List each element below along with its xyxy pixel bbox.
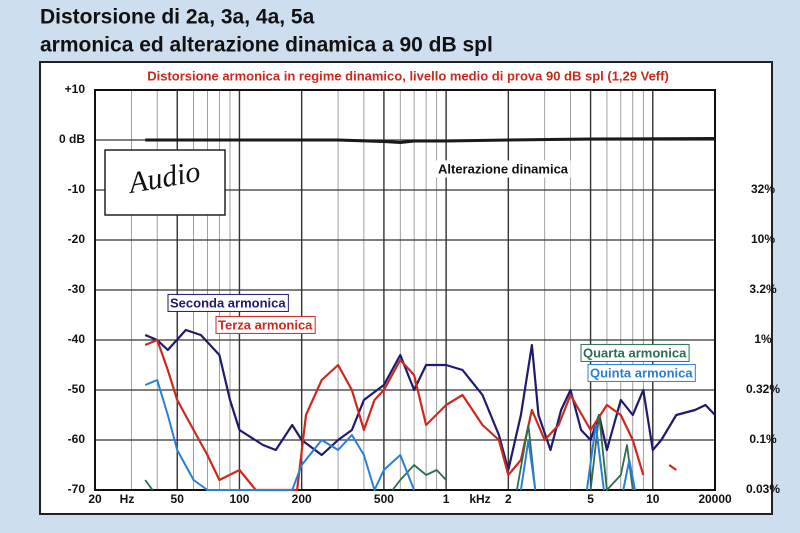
x-tick-label: 1 (443, 492, 450, 506)
series-label: Quarta armonica (580, 343, 690, 362)
y-tick-label: -20 (68, 232, 86, 246)
series-label: Terza armonica (215, 315, 316, 334)
series-label: Quinta armonica (587, 363, 696, 382)
series-label-bg (587, 363, 696, 382)
series-label-bg (215, 315, 316, 334)
series-label-text: Seconda armonica (170, 295, 286, 310)
logo-box (104, 149, 226, 216)
x-tick-label: 500 (374, 492, 394, 506)
x-tick-label: 2 (505, 492, 512, 506)
series-label: Alterazione dinamica (436, 160, 571, 178)
series-label-text: Quinta armonica (590, 365, 693, 380)
x-tick-label: 10 (646, 492, 660, 506)
y-tick-label: +10 (65, 82, 86, 96)
x-unit-label: Hz (120, 492, 135, 506)
series-line (144, 338, 677, 492)
x-tick-label: 200 (292, 492, 312, 506)
y2-tick-label: 0.1% (749, 432, 777, 446)
plot-frame (94, 89, 716, 491)
series-label-bg (436, 160, 571, 178)
y-tick-label: 0 dB (59, 132, 85, 146)
y-tick-label: -50 (68, 382, 86, 396)
logo: Audio (104, 149, 226, 216)
y-tick-label: -70 (68, 482, 86, 496)
chart-frame (39, 61, 773, 515)
y2-tick-label: 0.03% (746, 482, 780, 496)
x-tick-label: 20 (88, 492, 102, 506)
y2-tick-label: 3.2% (749, 282, 777, 296)
y-tick-label: -30 (68, 282, 86, 296)
series-label-text: Terza armonica (218, 317, 313, 332)
x-unit-label: kHz (469, 492, 490, 506)
series-label-text: Alterazione dinamica (438, 161, 569, 176)
subtitle: Distorsione armonica in regime dinamico,… (147, 68, 669, 83)
series-label-bg (580, 343, 690, 362)
series-line (144, 379, 636, 491)
y2-tick-label: 0.32% (746, 382, 780, 396)
series-line (144, 414, 634, 491)
x-tick-label: 20000 (698, 492, 732, 506)
series-label-bg (167, 293, 289, 312)
chart-title: Distorsione di 2a, 3a, 4a, 5a (40, 6, 315, 29)
y2-tick-label: 1% (754, 332, 772, 346)
x-tick-label: 100 (229, 492, 249, 506)
y2-tick-label: 10% (751, 232, 775, 246)
y-tick-label: -60 (68, 432, 86, 446)
series-line (145, 137, 716, 144)
series-line (144, 328, 716, 472)
chart-title-line2: armonica ed alterazione dinamica a 90 dB… (40, 34, 493, 57)
y-tick-label: -10 (68, 182, 86, 196)
y2-tick-label: 32% (751, 182, 775, 196)
x-tick-label: 5 (587, 492, 594, 506)
series-label-text: Quarta armonica (583, 345, 687, 360)
series-label: Seconda armonica (167, 293, 289, 312)
y-tick-label: -40 (68, 332, 86, 346)
x-tick-label: 50 (171, 492, 185, 506)
